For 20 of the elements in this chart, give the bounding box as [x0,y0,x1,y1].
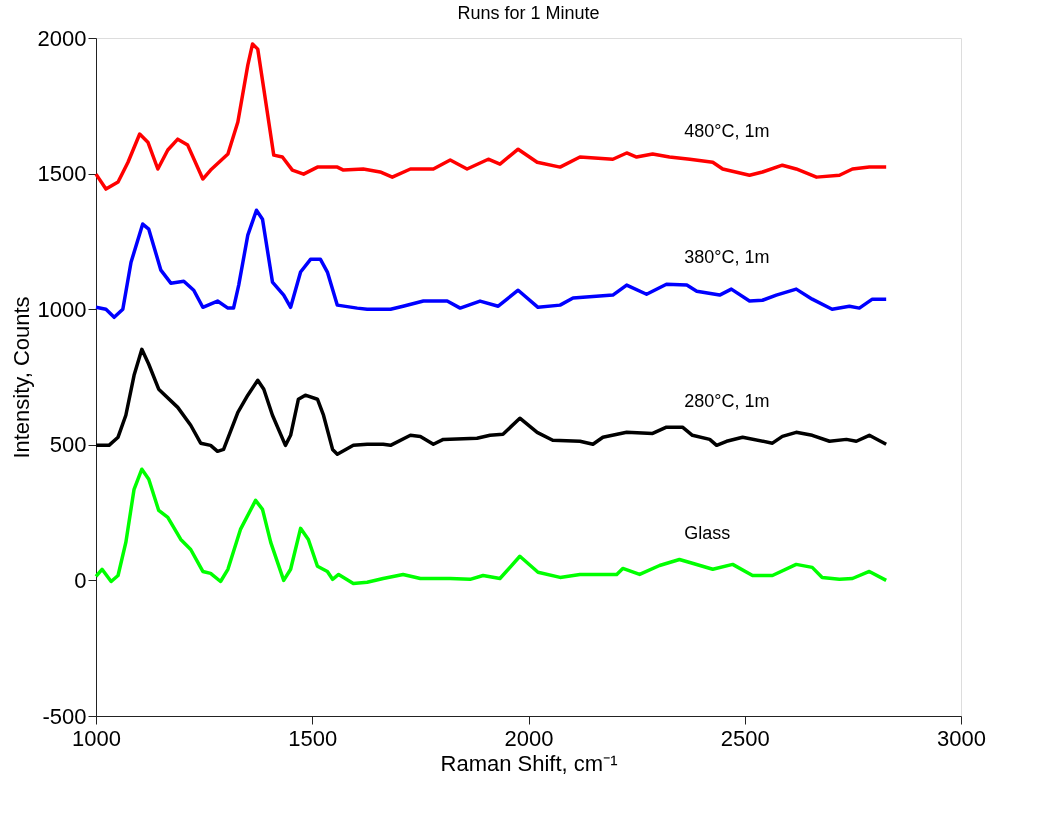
x-tick-label: 2500 [720,725,770,751]
line-series [94,42,888,191]
x-tick-label: 3000 [937,725,986,751]
x-axis-title: Raman Shift, cm⁻¹ [440,750,618,776]
y-tick-label: 500 [49,432,87,458]
y-tick-label: 0 [74,567,87,593]
line-series [94,347,888,457]
series-label: 380°C, 1m [684,246,770,267]
line-series [94,467,888,586]
y-tick-label: 1500 [37,161,87,187]
series-label: 280°C, 1m [684,390,770,411]
series-label: 480°C, 1m [684,120,770,141]
chart-title: Runs for 1 Minute [457,3,600,23]
y-tick-label: 2000 [37,25,87,51]
y-tick-label: 1000 [37,296,87,322]
series-label: Glass [684,522,731,543]
x-tick-label: 2000 [504,725,554,751]
line-series [94,208,888,320]
y-axis-title: Intensity, Counts [8,296,34,459]
x-tick-label: 1500 [288,725,338,751]
